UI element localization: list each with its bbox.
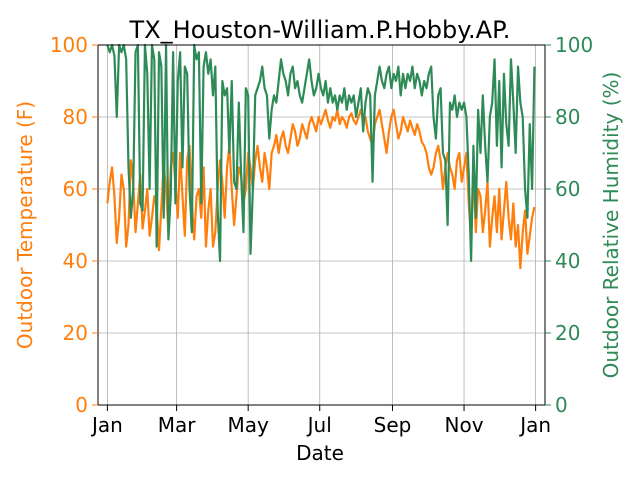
x-tick-label: Jan (90, 413, 123, 437)
humidity-series-line (106, 43, 536, 263)
x-tick-label: May (227, 413, 269, 437)
x-tick-label: Jan (518, 413, 551, 437)
y-right-tick-label: 80 (555, 105, 580, 129)
x-tick-label: Jul (306, 413, 332, 437)
x-axis: Jan Mar May Jul Sep Nov Jan (90, 405, 551, 437)
x-axis-label: Date (296, 441, 344, 465)
x-tick-label: Mar (158, 413, 197, 437)
x-tick-label: Sep (374, 413, 412, 437)
temperature-series-line (106, 108, 536, 270)
y-axis-label-left: Outdoor Temperature (F) (13, 101, 37, 349)
y-axis-label-right: Outdoor Relative Humidity (%) (599, 72, 623, 379)
chart-title: TX_Houston-William.P.Hobby.AP. (129, 16, 511, 44)
y-left-tick-label: 20 (63, 321, 88, 345)
y-right-tick-label: 40 (555, 249, 580, 273)
y-right-tick-label: 100 (555, 33, 593, 57)
x-tick-label: Nov (445, 413, 484, 437)
y-left-tick-label: 80 (63, 105, 88, 129)
y-axis-left: 0 20 40 60 80 100 (50, 33, 98, 417)
y-left-tick-label: 100 (50, 33, 88, 57)
y-left-tick-label: 0 (75, 393, 88, 417)
series-lines (106, 43, 536, 270)
y-left-tick-label: 40 (63, 249, 88, 273)
y-right-tick-label: 20 (555, 321, 580, 345)
y-right-tick-label: 60 (555, 177, 580, 201)
y-right-tick-label: 0 (555, 393, 568, 417)
plot-frame (97, 44, 546, 406)
y-left-tick-label: 60 (63, 177, 88, 201)
y-axis-right: 0 20 40 60 80 100 (545, 33, 593, 417)
